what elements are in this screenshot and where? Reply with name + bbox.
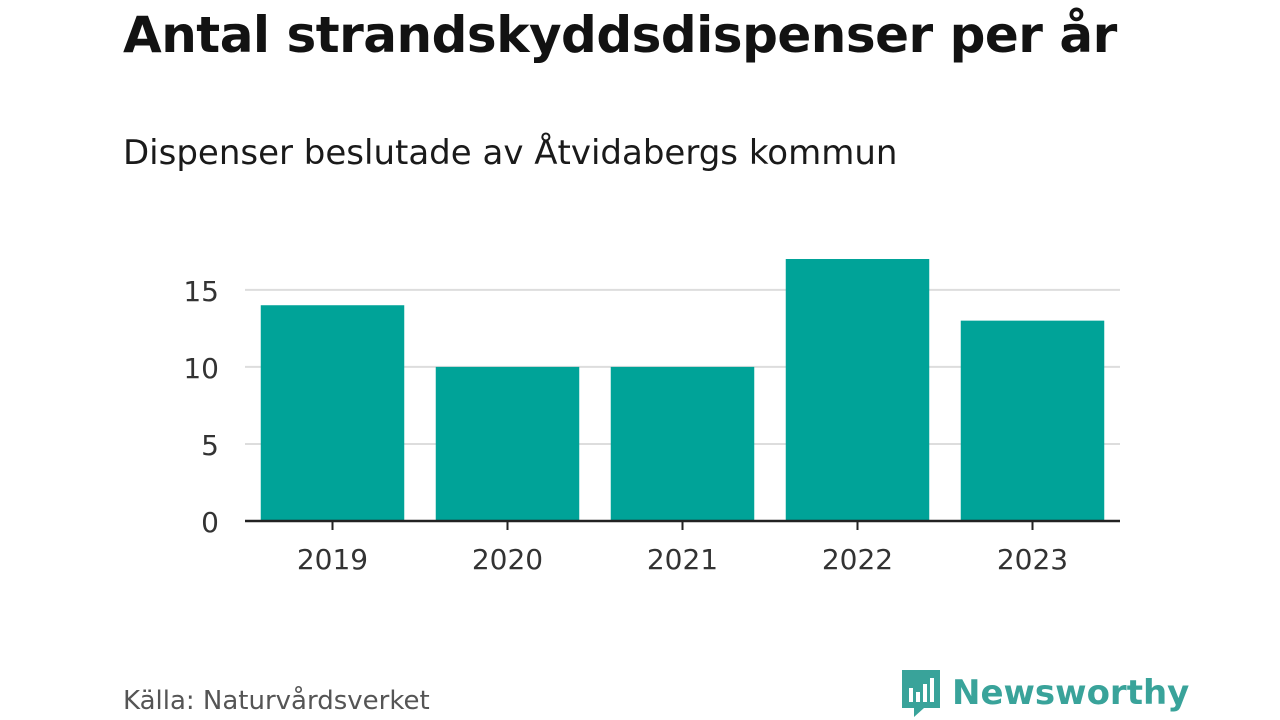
source-label: Källa: Naturvårdsverket (123, 686, 430, 716)
bar-chart-logo-icon (902, 670, 940, 717)
bar-2023 (960, 320, 1105, 521)
bar-2020 (435, 366, 580, 521)
x-tick-label: 2021 (647, 543, 718, 576)
x-tick-label: 2019 (297, 543, 368, 576)
chart-title: Antal strandskyddsdispenser per år (123, 6, 1117, 64)
x-tick-label: 2023 (997, 543, 1068, 576)
bar-2019 (260, 305, 405, 521)
y-tick-label: 0 (201, 506, 219, 539)
chart-subtitle: Dispenser beslutade av Åtvidabergs kommu… (123, 133, 898, 173)
y-tick-label: 15 (183, 275, 219, 308)
x-tick-label: 2020 (472, 543, 543, 576)
bar-2022 (785, 259, 930, 521)
y-tick-label: 10 (183, 352, 219, 385)
y-tick-label: 5 (201, 429, 219, 462)
brand-name: Newsworthy (952, 673, 1190, 713)
bar-2021 (610, 366, 755, 521)
brand-logo: Newsworthy (900, 668, 1189, 718)
x-tick-label: 2022 (822, 543, 893, 576)
